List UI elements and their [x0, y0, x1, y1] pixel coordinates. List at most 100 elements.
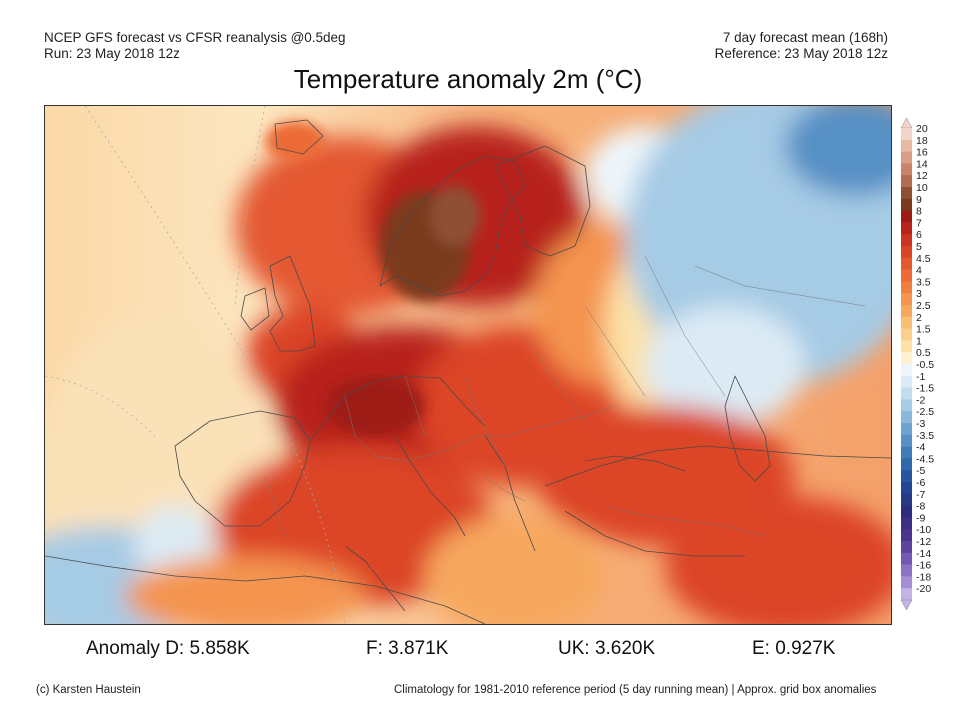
legend-label: 14 — [916, 158, 928, 170]
legend-label: 7 — [916, 217, 922, 229]
legend-swatch — [901, 517, 912, 530]
legend-swatch — [901, 257, 912, 270]
reference-info: Reference: 23 May 2018 12z — [714, 46, 888, 61]
legend-label: -7 — [916, 489, 925, 501]
legend-swatch — [901, 588, 912, 601]
legend-swatch — [901, 446, 912, 459]
legend-label: 3 — [916, 288, 922, 300]
legend-swatch — [901, 423, 912, 436]
legend-label: -2 — [916, 394, 925, 406]
map-title: Temperature anomaly 2m (°C) — [293, 64, 643, 94]
legend-label: 20 — [916, 123, 928, 135]
legend-swatch — [901, 552, 912, 565]
country-borders — [264, 255, 866, 537]
legend-arrow-bottom — [900, 599, 913, 610]
legend-swatch — [901, 340, 912, 353]
anomaly-map — [44, 105, 892, 625]
legend-swatch — [901, 293, 912, 306]
legend-swatch — [901, 163, 912, 176]
hot-spots — [265, 121, 480, 436]
legend-label: -3 — [916, 418, 925, 430]
legend-label: 6 — [916, 229, 922, 241]
forecast-period: 7 day forecast mean (168h) — [722, 30, 888, 45]
legend-label: 16 — [916, 147, 928, 159]
legend-label: -16 — [916, 560, 931, 572]
legend-swatch — [901, 246, 912, 259]
legend-swatch — [901, 529, 912, 542]
legend-label: -2.5 — [916, 406, 934, 418]
legend-swatch — [901, 328, 912, 341]
legend-swatch — [901, 210, 912, 223]
legend-label: -6 — [916, 477, 925, 489]
legend-swatch — [901, 352, 912, 365]
anomaly-field — [45, 106, 891, 624]
legend-swatch — [901, 234, 912, 247]
legend-label: 9 — [916, 194, 922, 206]
legend-swatch — [901, 305, 912, 318]
legend-label: -8 — [916, 501, 925, 513]
legend-swatch — [901, 493, 912, 506]
stat-france: F: 3.871K — [366, 638, 449, 659]
legend-swatch — [901, 505, 912, 518]
legend-swatch — [901, 128, 912, 141]
legend-label: 1 — [916, 335, 922, 347]
legend-label: 12 — [916, 170, 928, 182]
legend-label: 2 — [916, 312, 922, 324]
legend-label: -3.5 — [916, 430, 934, 442]
legend-swatch — [901, 541, 912, 554]
legend-label: 2.5 — [916, 300, 931, 312]
legend-label: -14 — [916, 548, 931, 560]
legend-swatch — [901, 316, 912, 329]
color-legend: 201816141210987654.543.532.521.510.5-0.5… — [900, 118, 934, 610]
graticule — [45, 106, 346, 624]
stat-spain: E: 0.927K — [752, 638, 836, 659]
stat-germany: Anomaly D: 5.858K — [86, 638, 250, 659]
legend-swatch — [901, 222, 912, 235]
legend-swatch — [901, 387, 912, 400]
legend-swatch — [901, 175, 912, 188]
legend-label: 4 — [916, 265, 922, 277]
legend-label: 3.5 — [916, 276, 931, 288]
legend-swatch — [901, 375, 912, 388]
legend-swatch — [901, 564, 912, 577]
legend-label: -1 — [916, 371, 925, 383]
legend-label: -1.5 — [916, 383, 934, 395]
legend-swatch — [901, 269, 912, 282]
legend-label: -4.5 — [916, 453, 934, 465]
legend-label: 1.5 — [916, 324, 931, 336]
legend-label: -5 — [916, 465, 925, 477]
legend-arrow-top — [900, 118, 913, 129]
credit: (c) Karsten Haustein — [36, 684, 141, 696]
legend-label: -10 — [916, 524, 931, 536]
legend-swatch — [901, 151, 912, 164]
legend-label: 8 — [916, 206, 922, 218]
legend-swatch — [901, 470, 912, 483]
legend-label: -18 — [916, 571, 931, 583]
header-left: NCEP GFS forecast vs CFSR reanalysis @0.… — [44, 30, 346, 62]
stat-uk: UK: 3.620K — [558, 638, 656, 659]
legend-swatch — [901, 458, 912, 471]
legend-swatch — [901, 364, 912, 377]
legend-swatch — [901, 187, 912, 200]
legend-label: -0.5 — [916, 359, 934, 371]
legend-swatch — [901, 576, 912, 589]
legend-label: 5 — [916, 241, 922, 253]
legend-label: 0.5 — [916, 347, 931, 359]
legend-swatch — [901, 139, 912, 152]
legend-label: -20 — [916, 583, 931, 595]
legend-swatch — [901, 198, 912, 211]
legend-label: -4 — [916, 442, 925, 454]
legend-swatch — [901, 482, 912, 495]
model-info: NCEP GFS forecast vs CFSR reanalysis @0.… — [44, 30, 346, 45]
header-right: 7 day forecast mean (168h) Reference: 23… — [715, 30, 888, 62]
legend-swatch — [901, 399, 912, 412]
legend-label: 10 — [916, 182, 928, 194]
legend-label: -12 — [916, 536, 931, 548]
map-canvas — [45, 106, 891, 624]
legend-swatch — [901, 411, 912, 424]
run-info: Run: 23 May 2018 12z — [44, 46, 180, 61]
legend-label: -9 — [916, 512, 925, 524]
climatology-note: Climatology for 1981-2010 reference peri… — [394, 684, 877, 696]
legend-swatch — [901, 281, 912, 294]
legend-label: 4.5 — [916, 253, 931, 265]
